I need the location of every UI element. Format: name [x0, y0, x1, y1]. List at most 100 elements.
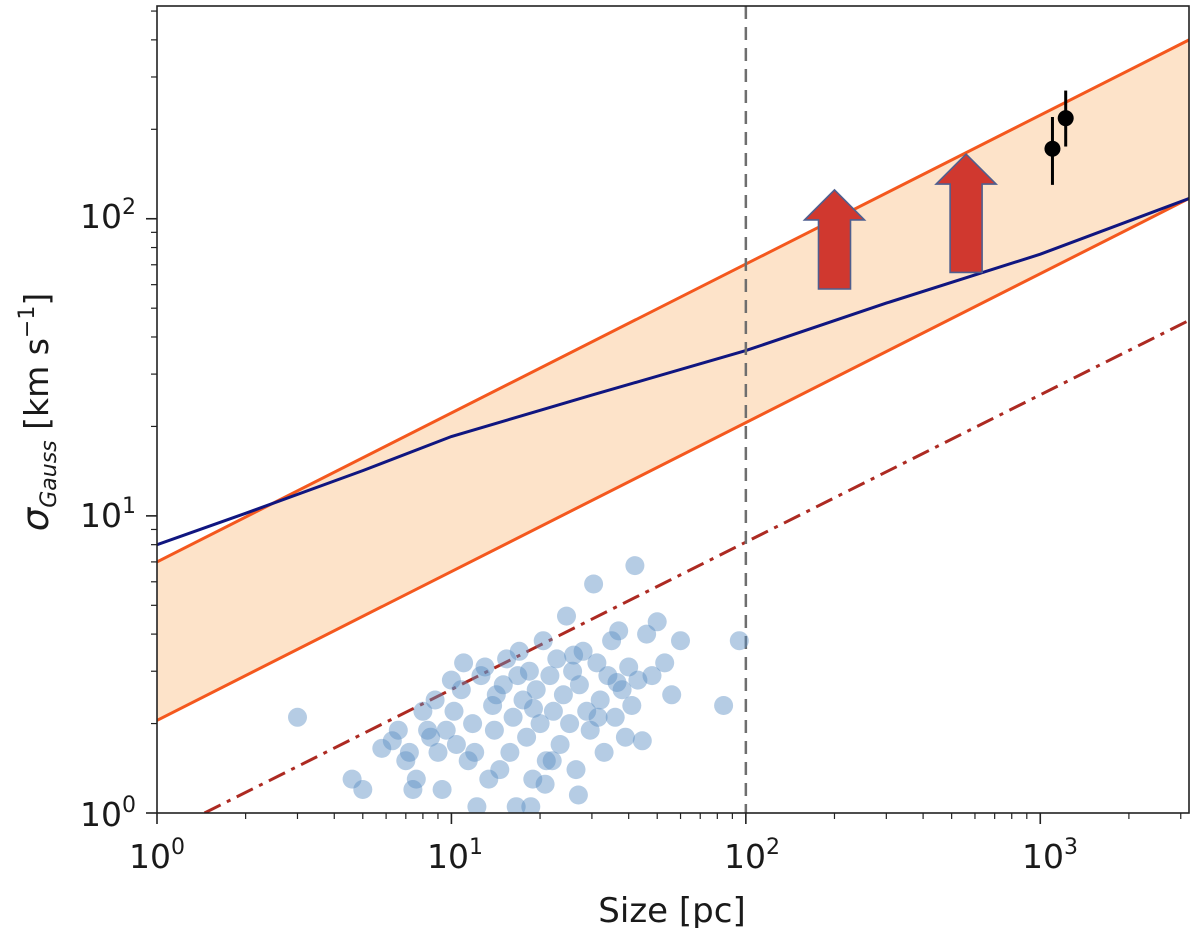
- scatter-point: [519, 661, 539, 681]
- scatter-point: [530, 714, 550, 734]
- scatter-point: [632, 731, 652, 751]
- scatter-point: [436, 720, 456, 740]
- tick-layer: [146, 10, 1182, 824]
- x-tick-label: 102: [724, 835, 780, 876]
- scatter-point: [403, 780, 423, 799]
- scatter-point: [508, 666, 528, 686]
- scatter-point: [557, 606, 576, 626]
- band-lower-line: [157, 197, 1189, 722]
- scatter-point: [598, 666, 618, 686]
- scatter-point: [413, 701, 433, 721]
- x-tick-label: 100: [129, 835, 185, 876]
- band-upper-line: [157, 38, 1189, 564]
- scatter-point: [542, 751, 562, 771]
- scatter-point: [471, 666, 491, 686]
- scatter-point: [458, 751, 478, 771]
- scatter-point: [484, 720, 504, 740]
- scatter-point: [619, 657, 639, 677]
- scatter-point: [446, 735, 466, 754]
- y-tick-label: 102: [80, 195, 136, 236]
- scatter-point: [662, 685, 682, 705]
- x-tick-label: 103: [1022, 835, 1078, 876]
- scatter-point: [526, 680, 546, 700]
- scatter-point: [288, 707, 307, 727]
- scatter-point: [399, 742, 419, 762]
- scatter-point: [540, 666, 560, 686]
- scatter-point: [568, 785, 588, 805]
- arrow-layer: [802, 152, 999, 290]
- scatter-point: [441, 670, 461, 690]
- scatter-point: [451, 680, 471, 700]
- scatter-point: [655, 653, 675, 673]
- band-fill: [157, 39, 1189, 721]
- scatter-point: [605, 707, 625, 727]
- scatter-point: [467, 797, 487, 813]
- scatter-point: [560, 714, 580, 734]
- scatter-point: [465, 742, 485, 762]
- scatter-point: [524, 698, 543, 718]
- scatter-point: [615, 727, 635, 747]
- scatter-point: [428, 742, 448, 762]
- scatter-point: [486, 685, 506, 705]
- scatter-point: [533, 631, 553, 651]
- up-arrow: [934, 152, 999, 274]
- scatter-point: [625, 556, 645, 576]
- data-point: [1044, 140, 1061, 157]
- scatter-point: [396, 751, 416, 771]
- scatter-point: [609, 621, 629, 641]
- scatter-point: [628, 670, 648, 690]
- dashdot-line: [203, 319, 1189, 813]
- scatter-point: [553, 685, 573, 705]
- scatter-point: [612, 680, 632, 700]
- scatter-point: [573, 641, 593, 661]
- scatter-point: [406, 769, 426, 789]
- scatter-point: [622, 696, 642, 715]
- scatter-point: [463, 714, 483, 734]
- scatter-point: [607, 673, 627, 692]
- scatter-point: [671, 631, 690, 651]
- scatter-point: [509, 641, 529, 661]
- scatter-point: [536, 751, 556, 771]
- scatter-point: [637, 624, 657, 644]
- scatter-point: [566, 760, 586, 780]
- scatter-point: [523, 769, 543, 789]
- model-curve: [157, 197, 1189, 547]
- scatter-point: [513, 690, 533, 710]
- plot-frame: [156, 5, 1190, 814]
- scatter-point: [550, 735, 570, 754]
- scatter-point: [521, 797, 541, 813]
- scatter-point: [500, 742, 520, 762]
- up-arrow: [802, 188, 867, 290]
- scatter-point: [588, 707, 608, 727]
- x-axis-label: Size [pc]: [598, 891, 745, 928]
- scatter-point: [421, 727, 441, 747]
- scatter-point: [714, 696, 734, 715]
- y-tick-label: 100: [80, 793, 136, 834]
- scatter-point: [647, 612, 667, 632]
- scatter-point: [503, 707, 523, 727]
- scatter-point: [388, 720, 408, 740]
- scatter-point: [342, 769, 362, 789]
- x-tick-label: 101: [427, 835, 483, 876]
- scatter-point: [563, 661, 583, 681]
- x-tick-labels: 100 101 102 103: [129, 835, 1078, 876]
- scatter-point: [564, 645, 584, 665]
- y-tick-label: 101: [80, 494, 136, 535]
- scatter-point: [483, 696, 503, 715]
- scatter-point: [432, 780, 452, 799]
- scatter-point: [444, 701, 464, 721]
- scatter-point: [479, 769, 499, 789]
- point-layer: [1044, 90, 1074, 185]
- scatter-point: [475, 657, 495, 677]
- scatter-point: [497, 649, 517, 669]
- scatter-point: [577, 701, 597, 721]
- plot-area: [157, 6, 1189, 813]
- scatter-point: [594, 742, 614, 762]
- scatter-point: [490, 760, 510, 780]
- scatter-point: [418, 720, 438, 740]
- scatter-point: [535, 774, 555, 794]
- scatter-point: [584, 574, 604, 594]
- scatter-point: [642, 666, 662, 686]
- y-axis-label: σGauss [km s−1]: [14, 293, 62, 531]
